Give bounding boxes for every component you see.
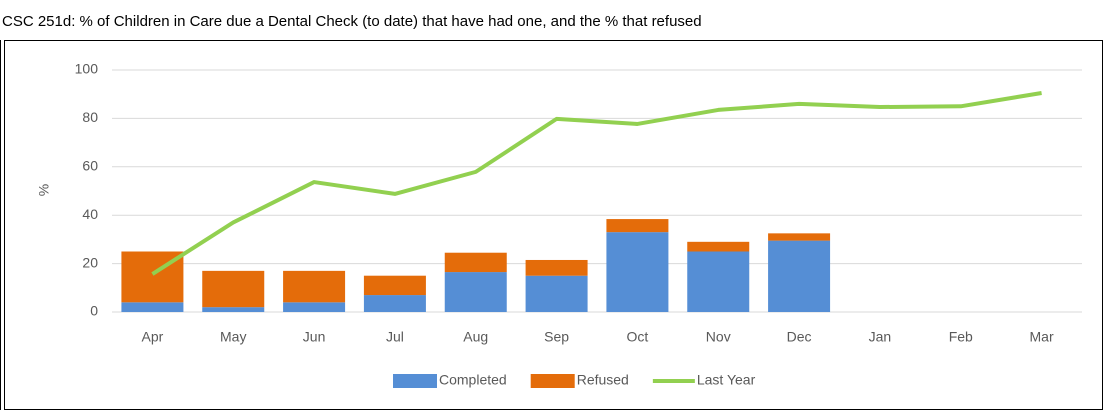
legend-swatch: [530, 374, 575, 388]
bar: [444, 252, 507, 273]
legend-swatch: [393, 374, 437, 388]
y-tick-label: 80: [82, 109, 98, 125]
bar: [363, 295, 426, 312]
bar: [606, 232, 669, 312]
bar: [202, 307, 265, 312]
x-tick-label: Mar: [1030, 329, 1054, 345]
x-tick-label: Dec: [787, 329, 812, 345]
chart-frame: [4, 40, 1103, 410]
x-tick-label: Jun: [303, 329, 326, 345]
chart-title: CSC 251d: % of Children in Care due a De…: [2, 13, 702, 30]
bar: [202, 270, 265, 308]
x-tick-label: May: [220, 329, 246, 345]
x-tick-label: Jan: [869, 329, 892, 345]
y-tick-label: 40: [82, 206, 98, 222]
x-tick-label: Nov: [706, 329, 731, 345]
x-tick-label: Aug: [463, 329, 488, 345]
legend-label: Last Year: [697, 372, 756, 388]
y-tick-label: 20: [82, 254, 98, 270]
x-tick-label: Sep: [544, 329, 569, 345]
y-tick-label: 100: [75, 61, 99, 77]
line: [151, 91, 1042, 276]
bar: [525, 275, 588, 312]
legend-label: Completed: [439, 372, 507, 388]
bar: [363, 275, 426, 296]
x-tick-label: Feb: [949, 329, 973, 345]
y-tick-label: 60: [82, 158, 98, 174]
bar: [768, 240, 831, 312]
bar: [525, 259, 588, 276]
bar: [606, 219, 669, 233]
bar: [283, 302, 346, 312]
x-tick-label: Jul: [386, 329, 404, 345]
y-tick-label: 0: [90, 303, 98, 319]
bar: [768, 233, 831, 241]
y-axis-label: %: [36, 184, 52, 196]
x-tick-label: Apr: [142, 329, 164, 345]
x-tick-label: Oct: [627, 329, 649, 345]
bar: [121, 302, 184, 312]
legend-label: Refused: [577, 372, 629, 388]
bar: [687, 251, 750, 312]
bar: [444, 272, 507, 312]
bar: [283, 270, 346, 303]
bar: [687, 241, 750, 252]
